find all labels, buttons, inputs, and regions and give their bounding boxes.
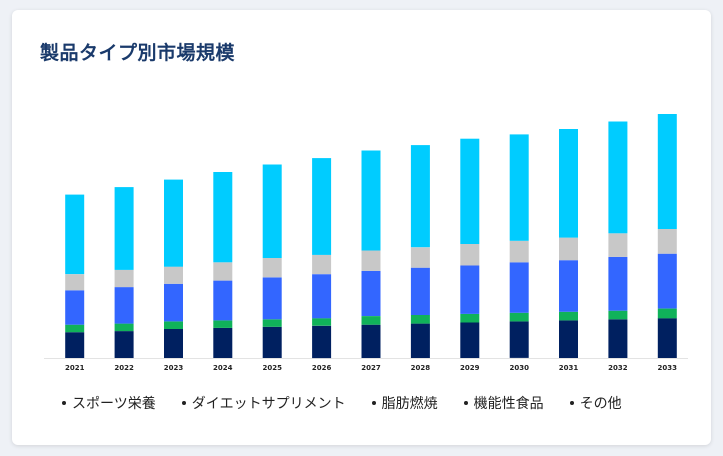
bar-segment [65,194,85,275]
bar-segment [608,233,628,257]
legend-bullet [463,401,468,405]
legend-bullet [569,401,574,405]
bar-segment [657,318,677,358]
bar-segment [164,179,183,267]
bar-segment [164,283,183,322]
bar-segment [410,145,430,248]
bar-segment [509,262,529,313]
legend-item-functional-food: 機能性食品 [463,393,544,413]
legend-label: 機能性食品 [473,396,544,412]
legend-item-sports-nutrition: スポーツ栄養 [62,393,156,413]
legend-label: 脂肪燃焼 [381,396,438,412]
bar-segment [361,316,381,325]
bar-segment [559,260,578,312]
bar-segment [410,267,430,315]
bar-segment [509,321,529,358]
bar-segment [509,134,529,241]
legend-item-fat-burning: 脂肪燃焼 [371,393,438,413]
bar-segment [213,172,233,263]
bar-segment [657,229,677,254]
bar-segment [262,319,282,327]
bar-segment [262,326,282,358]
bar-segment [114,331,134,358]
bar-segment [114,323,134,332]
x-tick-label: 2022 [114,364,134,372]
bar-segment [65,290,85,325]
bar-segment [657,308,677,319]
bar-segment [559,237,578,261]
bar-segment [410,323,430,358]
chart-legend: スポーツ栄養 ダイエットサプリメント 脂肪燃焼 機能性食品 その他 [62,393,648,413]
bar-segment [608,121,628,234]
bar-segment [460,265,480,314]
bar-segment [312,325,332,359]
bar-segment [559,129,578,238]
x-tick-label: 2033 [658,364,678,372]
bar-segment [213,320,233,328]
chart-title: 製品タイプ別市場規模 [40,42,236,64]
bar-segment [213,280,233,321]
bar-segment [657,114,677,229]
bar-segment [213,327,233,358]
bar-segment [509,240,529,263]
x-tick-label: 2029 [460,364,480,372]
bar-segment [460,322,480,358]
bar-segment [460,244,480,266]
bar-segment [262,164,282,258]
legend-label: ダイエットサプリメント [191,396,346,412]
stacked-bar-chart: 2021 2022 2023 2024 2025 2026 2027 2028 2029 2030… [44,114,688,372]
bar-segment [65,324,85,333]
bar-segment [361,270,381,316]
bar-segment [410,315,430,324]
legend-label: その他 [579,396,622,412]
x-tick-label: 2021 [65,364,85,372]
bar-segment [312,274,332,319]
bar-segment [312,318,332,326]
bar-segment [312,254,332,275]
bar-segment [114,287,134,324]
chart-card: 製品タイプ別市場規模 2021 2022 2023 2024 2025 2026 2027 2… [12,10,711,445]
bar-segment [361,150,381,251]
x-tick-label: 2027 [361,364,381,372]
bar-segment [262,277,282,320]
legend-label: スポーツ栄養 [72,396,156,412]
legend-bullet [62,401,66,405]
x-tick-label: 2024 [213,364,233,372]
x-tick-label: 2025 [262,364,282,372]
legend-bullet [181,401,186,405]
x-tick-label: 2031 [559,364,579,372]
bar-segment [114,187,134,270]
bar-segment [559,311,578,321]
bar-segment [114,269,134,288]
bar-segment [608,319,628,358]
bar-segment [410,247,430,268]
bar-segment [361,250,381,271]
bar-segment [608,310,628,320]
x-tick-label: 2023 [164,364,184,372]
bar-segment [460,138,480,244]
bar-segment [312,158,332,255]
x-tick-label: 2028 [411,364,431,372]
bar-segment [164,321,183,329]
bar-segment [657,253,677,309]
bar-segment [164,329,183,358]
bar-segment [361,324,381,358]
bar-segment [65,332,85,358]
x-tick-label: 2026 [312,364,332,372]
legend-item-diet-supplement: ダイエットサプリメント [181,393,346,413]
bar-segment [262,258,282,278]
bar-segment [65,274,85,291]
bar-segment [213,262,233,281]
bar-segment [164,266,183,284]
x-tick-label: 2032 [608,364,628,372]
legend-item-other: その他 [569,393,622,413]
legend-bullet [371,401,376,405]
bar-segment [509,312,529,322]
bar-segment [460,313,480,323]
bar-segment [559,320,578,358]
bar-segment [608,256,628,311]
x-tick-label: 2030 [509,364,529,372]
